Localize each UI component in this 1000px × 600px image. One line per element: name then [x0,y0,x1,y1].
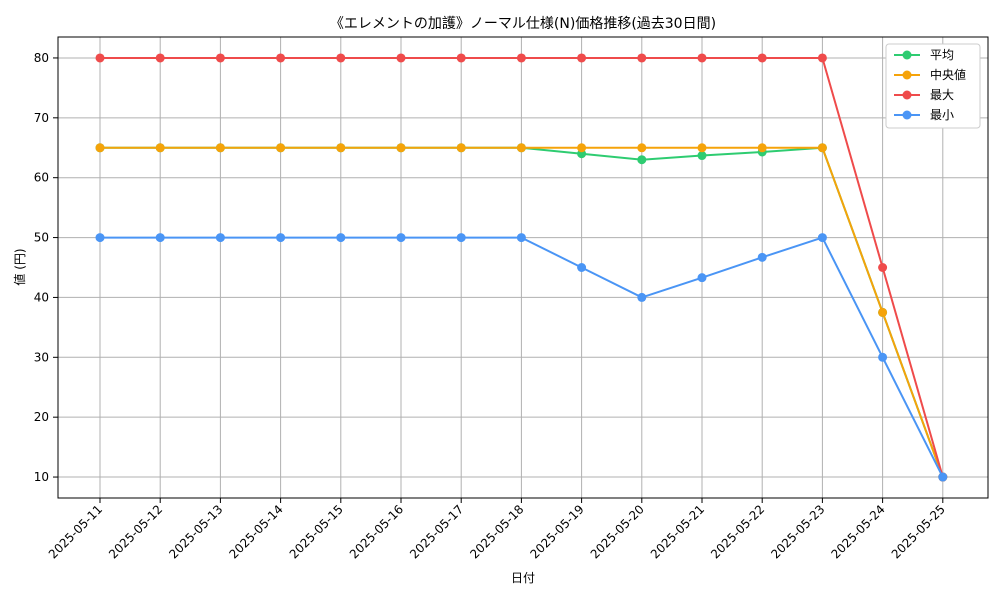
data-point [336,143,346,153]
data-point [276,143,286,153]
legend-marker-1 [902,70,912,80]
data-point [516,53,526,63]
legend-marker-3 [902,110,912,120]
y-tick-label: 70 [34,111,49,125]
data-point [155,143,165,153]
legend-marker-0 [902,50,912,60]
y-tick-label: 80 [34,51,49,65]
data-point [396,53,406,63]
legend-label-0: 平均 [930,48,954,62]
y-axis-label: 値 (円) [12,248,27,285]
data-point [95,143,105,153]
data-point [697,273,707,283]
data-point [757,53,767,63]
data-point [456,53,466,63]
data-point [757,252,767,262]
data-point [878,307,888,317]
data-point [155,233,165,243]
x-axis-label: 日付 [511,571,535,585]
data-point [637,143,647,153]
legend-label-2: 最大 [930,88,954,102]
data-point [276,233,286,243]
data-point [456,233,466,243]
y-tick-label: 50 [34,231,49,245]
legend-marker-2 [902,90,912,100]
data-point [878,352,888,362]
data-point [456,143,466,153]
data-point [637,292,647,302]
data-point [577,53,587,63]
y-tick-label: 60 [34,171,49,185]
y-tick-label: 40 [34,290,49,304]
y-tick-label: 30 [34,350,49,364]
data-point [697,151,707,161]
data-point [215,233,225,243]
data-point [817,53,827,63]
y-tick-label: 20 [34,410,49,424]
data-point [516,143,526,153]
data-point [95,233,105,243]
data-point [697,143,707,153]
data-point [336,233,346,243]
data-point [817,143,827,153]
legend-box [885,43,981,129]
data-point [637,155,647,165]
data-point [637,53,647,63]
chart-title: 《エレメントの加護》ノーマル仕様(N)価格推移(過去30日間) [330,16,716,32]
data-point [577,143,587,153]
data-point [396,233,406,243]
y-tick-label: 10 [34,470,49,484]
data-point [276,53,286,63]
data-point [697,53,707,63]
data-point [155,53,165,63]
data-point [516,233,526,243]
grid-lines [58,37,988,498]
data-point [878,263,888,272]
data-point [95,53,105,63]
legend-label-1: 中央値 [930,67,966,82]
data-point [396,143,406,153]
data-point [215,53,225,63]
data-point [215,143,225,153]
series-group [95,53,948,482]
plot-frame [57,36,989,499]
data-point [817,233,827,243]
data-point [577,263,587,272]
data-point [938,472,948,482]
legend-label-3: 最小 [930,108,954,122]
data-point [336,53,346,63]
data-point [757,143,767,153]
